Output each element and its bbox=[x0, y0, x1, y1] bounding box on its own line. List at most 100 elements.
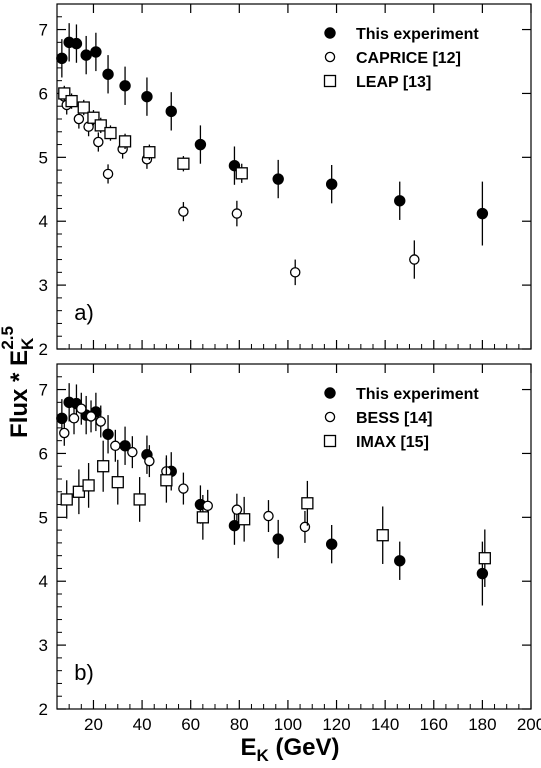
data-point bbox=[202, 500, 213, 512]
data-point bbox=[82, 479, 95, 492]
data-point bbox=[301, 497, 314, 510]
x-axis-title-main: E bbox=[241, 734, 257, 761]
y-tick-label: 7 bbox=[39, 21, 48, 40]
data-point bbox=[60, 493, 73, 506]
x-tick-label: 200 bbox=[517, 715, 541, 734]
data-point bbox=[289, 267, 301, 278]
x-tick-label: 160 bbox=[420, 715, 448, 734]
plot-frame bbox=[56, 363, 532, 710]
legend-label: CAPRICE [12] bbox=[356, 50, 461, 67]
data-point bbox=[409, 254, 420, 265]
data-point bbox=[272, 533, 284, 545]
data-point bbox=[102, 68, 114, 80]
data-point bbox=[68, 413, 80, 424]
data-point bbox=[72, 485, 86, 498]
x-axis-title-sub: K bbox=[257, 746, 270, 765]
legend-marker bbox=[324, 27, 336, 39]
data-point bbox=[178, 483, 189, 494]
series-2 bbox=[60, 440, 491, 587]
data-point bbox=[85, 411, 97, 422]
y-axis-title: Flux * EK2.5 bbox=[0, 326, 37, 438]
y-tick-label: 2 bbox=[39, 340, 48, 359]
data-point bbox=[394, 195, 406, 207]
y-axis-title-sup: 2.5 bbox=[0, 326, 17, 350]
legend-label: This experiment bbox=[356, 386, 479, 403]
data-point bbox=[394, 555, 406, 567]
legend-marker bbox=[323, 74, 337, 88]
series-1 bbox=[59, 87, 420, 286]
y-tick-label: 5 bbox=[39, 508, 48, 527]
y-tick-label: 3 bbox=[39, 636, 48, 655]
y-tick-label: 2 bbox=[39, 700, 48, 719]
data-point bbox=[65, 94, 78, 108]
data-point bbox=[93, 136, 104, 148]
legend-label: IMAX [15] bbox=[356, 434, 429, 451]
x-tick-label: 120 bbox=[322, 715, 350, 734]
y-tick-label: 4 bbox=[39, 212, 48, 231]
series-2 bbox=[58, 85, 248, 183]
data-point bbox=[235, 167, 248, 180]
data-point bbox=[160, 474, 173, 487]
x-tick-label: 40 bbox=[133, 715, 152, 734]
data-point bbox=[73, 113, 85, 125]
data-point bbox=[118, 135, 132, 148]
data-point bbox=[94, 119, 107, 132]
legend-label: This experiment bbox=[356, 26, 479, 43]
data-point bbox=[299, 521, 311, 533]
data-point bbox=[272, 173, 284, 185]
data-point bbox=[119, 80, 131, 92]
data-point bbox=[144, 455, 155, 467]
x-axis-title: EK (GeV) bbox=[241, 734, 340, 765]
y-axis-title-main: Flux * E bbox=[6, 350, 33, 438]
panel-label: b) bbox=[74, 660, 94, 685]
data-point bbox=[87, 111, 100, 124]
data-point bbox=[80, 49, 92, 61]
y-axis-title-sub: K bbox=[18, 337, 37, 350]
data-point bbox=[177, 157, 190, 170]
data-point bbox=[97, 460, 110, 473]
x-tick-label: 80 bbox=[230, 715, 249, 734]
legend-marker bbox=[324, 51, 336, 63]
legend: This experiment CAPRICE [12] LEAP [13] bbox=[323, 26, 479, 91]
data-point bbox=[165, 105, 177, 118]
data-point bbox=[70, 37, 83, 50]
legend-marker bbox=[324, 411, 336, 423]
data-point bbox=[325, 538, 338, 550]
data-point bbox=[141, 90, 153, 103]
series-0 bbox=[56, 23, 489, 246]
x-tick-label: 180 bbox=[468, 715, 496, 734]
data-point bbox=[231, 504, 243, 515]
x-tick-label: 60 bbox=[181, 715, 200, 734]
panel-b: 2 3 4 5 6 7 20 40 60 80 100 120 140 160 180 200 This exp… bbox=[39, 363, 541, 734]
x-tick-label: 140 bbox=[371, 715, 399, 734]
x-tick-label: 20 bbox=[84, 715, 103, 734]
data-point bbox=[196, 511, 209, 524]
plot-frame bbox=[56, 3, 532, 350]
data-point bbox=[133, 493, 146, 506]
data-point bbox=[77, 101, 90, 114]
data-point bbox=[110, 440, 121, 452]
data-point bbox=[238, 513, 251, 526]
y-tick-label: 4 bbox=[39, 572, 48, 591]
y-tick-label: 5 bbox=[39, 148, 48, 167]
legend-label: LEAP [13] bbox=[356, 74, 431, 91]
data-point bbox=[127, 446, 138, 458]
data-point bbox=[56, 52, 68, 65]
data-point bbox=[325, 178, 338, 190]
data-point bbox=[178, 206, 189, 217]
legend-marker bbox=[324, 387, 336, 399]
x-tick-label: 100 bbox=[274, 715, 302, 734]
data-point bbox=[194, 138, 207, 151]
data-point bbox=[111, 476, 124, 489]
data-point bbox=[476, 207, 489, 220]
y-tick-label: 6 bbox=[39, 444, 48, 463]
y-tick-label: 6 bbox=[39, 84, 48, 103]
legend-marker bbox=[323, 434, 337, 448]
data-point bbox=[58, 87, 71, 100]
panel-a: 2 3 4 5 6 7 This experiment CAPRICE [12] LEAP [1… bbox=[39, 3, 532, 359]
data-point bbox=[263, 510, 274, 522]
legend: This experiment BESS [14] IMAX [15] bbox=[323, 386, 479, 451]
data-point bbox=[102, 428, 114, 440]
data-point bbox=[56, 412, 68, 425]
